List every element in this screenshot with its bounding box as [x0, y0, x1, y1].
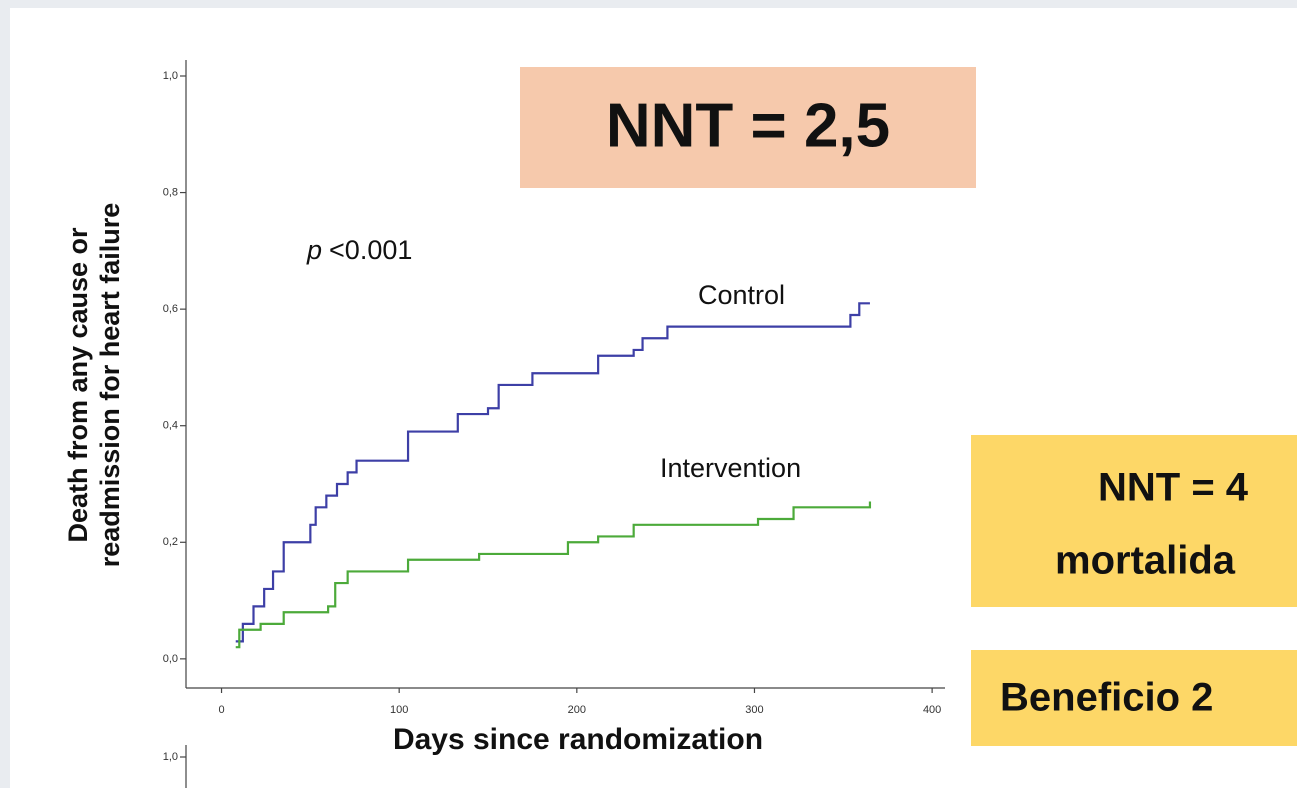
p-symbol: p [306, 235, 322, 265]
x-tick-label: 400 [923, 704, 941, 716]
y-tick-label: 0,4 [163, 420, 178, 432]
series-label: Intervention [660, 453, 801, 483]
plot: 0,0 0,2 0,4 0,6 0,8 1,0 0 100 200 300 400 Death fro… [63, 60, 945, 788]
callout-text: NNT = 4 [1098, 466, 1249, 510]
y-tick-label: 1,0 [163, 70, 178, 82]
x-tick-label: 200 [568, 704, 586, 716]
callout-text: Beneficio 2 [1000, 676, 1213, 720]
series-line [235, 302, 870, 643]
x-tick-label: 100 [390, 704, 408, 716]
callout-box [971, 650, 1297, 746]
y-axis-label: Death from any cause or [63, 227, 93, 543]
series-label: Control [698, 280, 785, 310]
next-panel-tick-label: 1,0 [163, 751, 178, 763]
x-tick-label: 300 [745, 704, 763, 716]
x-axis-label: Days since randomization [393, 723, 763, 756]
y-axis-label: readmission for heart failure [95, 203, 125, 568]
callout-text: mortalida [1055, 539, 1236, 583]
series-line [235, 501, 872, 649]
y-tick-label: 0,2 [163, 536, 178, 548]
p-text: <0.001 [329, 235, 412, 265]
p-value: p <0.001 [306, 235, 412, 265]
y-tick-label: 0,0 [163, 653, 178, 665]
callout-box [520, 67, 976, 188]
callout-box [971, 435, 1297, 607]
y-tick-label: 0,8 [163, 186, 178, 198]
x-tick-label: 0 [218, 704, 224, 716]
y-tick-label: 0,6 [163, 303, 178, 315]
callout-text: NNT = 2,5 [606, 91, 890, 160]
